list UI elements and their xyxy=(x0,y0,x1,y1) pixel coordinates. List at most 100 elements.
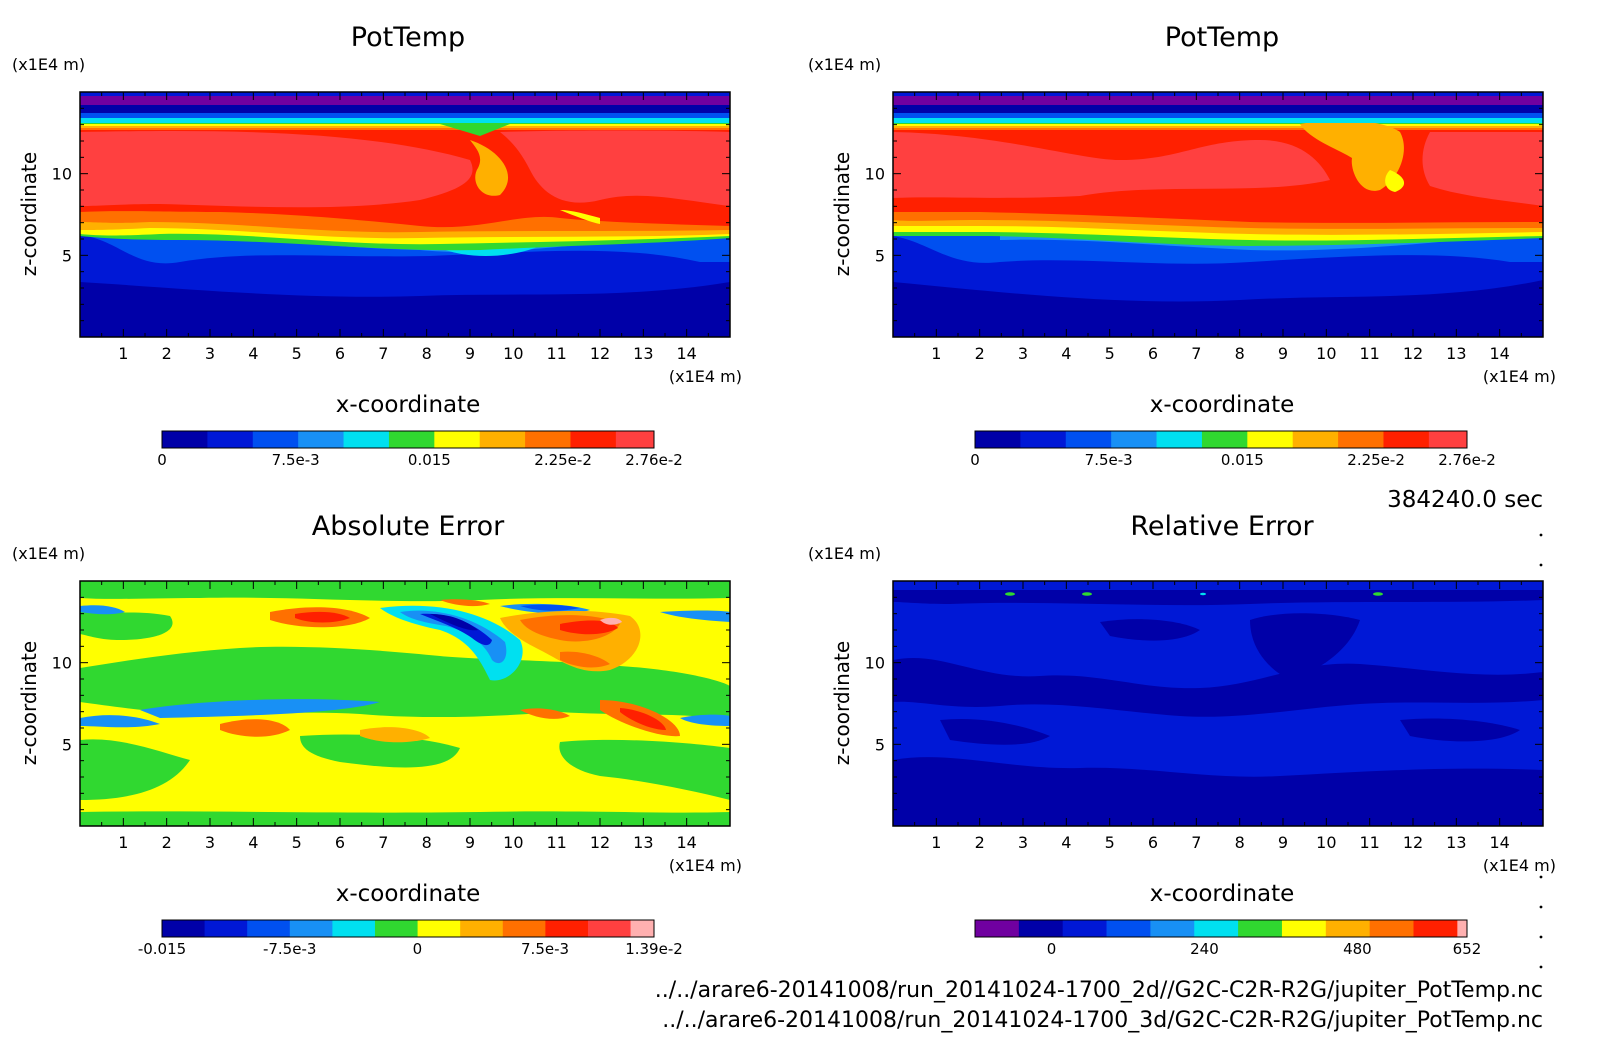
x-tick-label: 11 xyxy=(1359,344,1379,363)
colorbar-label: 0.015 xyxy=(408,451,451,469)
colorbar-cell xyxy=(615,431,655,448)
colorbar-cell xyxy=(1338,431,1384,448)
x-tick-label: 4 xyxy=(1061,833,1071,852)
colorbar-cell xyxy=(1018,920,1064,937)
x-axis-label: x-coordinate xyxy=(336,392,481,418)
colorbar: 0 7.5e-3 0.015 2.25e-2 2.76e-2 xyxy=(157,430,683,469)
x-unit-label: (x1E4 m) xyxy=(669,367,742,386)
x-tick-label: 6 xyxy=(1148,833,1158,852)
colorbar-cell xyxy=(460,920,504,937)
y-tick-label: 5 xyxy=(875,735,885,754)
y-tick-label: 5 xyxy=(62,735,72,754)
x-tick-label: 14 xyxy=(676,833,696,852)
colorbar-label: 2.76e-2 xyxy=(1438,451,1496,469)
colorbar-label: 652 xyxy=(1453,940,1482,958)
x-unit-label: (x1E4 m) xyxy=(1483,856,1556,875)
colorbar-cell xyxy=(1383,431,1430,448)
x-tick-label: 5 xyxy=(292,344,302,363)
y-unit-label: (x1E4 m) xyxy=(12,544,85,563)
colorbar-cell xyxy=(1281,920,1327,937)
y-unit-label: (x1E4 m) xyxy=(808,55,881,74)
colorbar-cell xyxy=(570,431,617,448)
colorbar-cell xyxy=(252,431,299,448)
heatmap-field xyxy=(893,581,1543,826)
colorbar-cell xyxy=(1369,920,1414,937)
x-tick-label: 4 xyxy=(248,344,258,363)
colorbar-cell xyxy=(162,431,208,448)
x-tick-label: 6 xyxy=(335,344,345,363)
x-axis-label: x-coordinate xyxy=(1150,392,1295,418)
colorbar: -0.015 -7.5e-3 0 7.5e-3 1.39e-2 xyxy=(138,919,683,958)
x-tick-label: 4 xyxy=(1061,344,1071,363)
colorbar-cell xyxy=(374,920,418,937)
x-tick-label: 11 xyxy=(1359,833,1379,852)
x-tick-label: 6 xyxy=(335,833,345,852)
y-unit-label: (x1E4 m) xyxy=(808,544,881,563)
source-file-3d: ../../arare6-20141008/run_20141024-1700_… xyxy=(662,1008,1543,1033)
x-tick-label: 14 xyxy=(1489,344,1509,363)
x-tick-label: 9 xyxy=(465,344,475,363)
x-tick-label: 7 xyxy=(378,833,388,852)
colorbar-cell xyxy=(1413,920,1458,937)
x-tick-label: 5 xyxy=(1105,344,1115,363)
x-tick-label: 7 xyxy=(1191,344,1201,363)
colorbar-cell xyxy=(1201,431,1248,448)
colorbar-cell xyxy=(1247,431,1294,448)
panel-title: Absolute Error xyxy=(312,511,505,542)
panel-pottemp-2d: PotTemp (x1E4 m) 1 2 3 4 5 6 7 8 9 10 11 12 13 145 xyxy=(12,22,742,469)
x-tick-label: 2 xyxy=(162,344,172,363)
x-tick-label: 4 xyxy=(248,833,258,852)
colorbar-cell xyxy=(479,431,526,448)
x-tick-label: 7 xyxy=(1191,833,1201,852)
y-tick-label: 10 xyxy=(865,654,885,673)
x-tick-label: 10 xyxy=(1316,833,1336,852)
colorbar-cell xyxy=(162,920,205,937)
x-tick-label: 9 xyxy=(465,833,475,852)
colorbar-cell xyxy=(1238,920,1283,937)
colorbar-cell xyxy=(207,431,254,448)
panel-title: PotTemp xyxy=(1165,22,1279,53)
x-tick-label: 5 xyxy=(292,833,302,852)
x-tick-label: 8 xyxy=(1235,833,1245,852)
x-tick-label: 2 xyxy=(975,833,985,852)
panel-relative-error: Relative Error (x1E4 m) 1 2 3 4 5 6 7 8 9 10 11 12 1… xyxy=(808,511,1556,958)
colorbar-label: 7.5e-3 xyxy=(1085,451,1133,469)
x-tick-label: 13 xyxy=(1446,344,1466,363)
heatmap-field xyxy=(80,581,730,826)
colorbar-cell xyxy=(289,920,333,937)
colorbar: 0 240 480 652 xyxy=(974,919,1482,958)
x-tick-label: 1 xyxy=(931,833,941,852)
colorbar-cell xyxy=(388,431,435,448)
x-tick-label: 2 xyxy=(975,344,985,363)
x-tick-label: 8 xyxy=(422,833,432,852)
colorbar-frame xyxy=(161,919,655,938)
y-tick-label: 10 xyxy=(52,654,72,673)
colorbar-cell xyxy=(247,920,291,937)
colorbar-cell xyxy=(525,431,571,448)
panel-title: Relative Error xyxy=(1130,511,1314,542)
colorbar-cell xyxy=(1457,920,1468,937)
x-tick-label: 14 xyxy=(1489,833,1509,852)
colorbar-cell xyxy=(1150,920,1195,937)
colorbar-cell xyxy=(975,431,1021,448)
x-tick-label: 12 xyxy=(1403,344,1423,363)
colorbar-cell xyxy=(1062,920,1107,937)
x-axis-label: x-coordinate xyxy=(336,881,481,907)
colorbar-cell xyxy=(1325,920,1371,937)
colorbar-cell xyxy=(204,920,248,937)
y-tick-label: 5 xyxy=(875,246,885,265)
y-unit-label: (x1E4 m) xyxy=(12,55,85,74)
x-tick-label: 2 xyxy=(162,833,172,852)
x-tick-label: 1 xyxy=(931,344,941,363)
x-tick-label: 8 xyxy=(422,344,432,363)
colorbar-cell xyxy=(1020,431,1067,448)
x-tick-label: 1 xyxy=(118,344,128,363)
colorbar-label: 1.39e-2 xyxy=(625,940,683,958)
y-tick-label: 10 xyxy=(52,165,72,184)
x-tick-label: 10 xyxy=(503,833,523,852)
x-tick-label: 13 xyxy=(633,344,653,363)
